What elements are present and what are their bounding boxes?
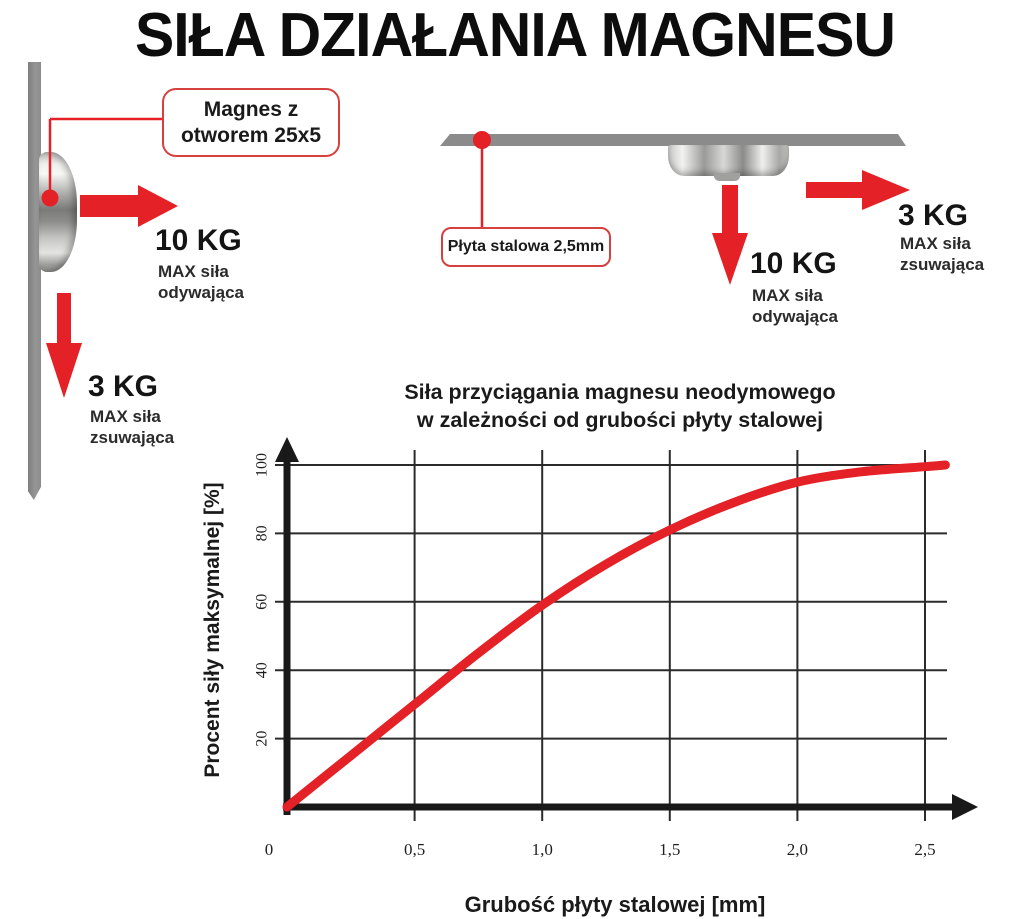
desc-line2: zsuwająca xyxy=(900,255,985,274)
magnet-nub xyxy=(714,173,740,181)
left-pull-force-desc: MAX siła odywająca xyxy=(158,261,244,303)
callout-connector-left xyxy=(41,117,175,207)
right-slide-force-desc: MAX siła zsuwająca xyxy=(900,233,984,275)
magnet-callout-box: Magnes z otworem 25x5 xyxy=(162,88,340,157)
desc-line2: odywająca xyxy=(752,307,838,326)
y-axis-arrowhead-icon xyxy=(275,437,299,462)
x-tick-label: 2,0 xyxy=(787,840,808,859)
pull-force-arrow-down-icon xyxy=(712,185,748,285)
x-axis-label: Grubość płyty stalowej [mm] xyxy=(464,892,766,917)
arrow-shape xyxy=(806,170,910,210)
left-pull-force-value: 10 KG xyxy=(155,224,242,257)
pot-magnet-hanging xyxy=(668,145,789,176)
desc-line2: zsuwająca xyxy=(90,428,175,447)
callout-text: Płyta stalowa 2,5mm xyxy=(447,238,605,255)
callout-text-line2: otworem 25x5 xyxy=(180,124,322,147)
callout-connector-right xyxy=(473,131,491,229)
y-tick-label: 20 xyxy=(254,731,271,747)
right-pull-force-value: 10 KG xyxy=(750,247,837,280)
chart-title-line2: w zależności od grubości płyty stalowej xyxy=(416,408,824,432)
right-slide-force-value: 3 KG xyxy=(898,199,969,232)
horizontal-steel-plate xyxy=(440,134,906,146)
x-tick-label: 0,5 xyxy=(404,840,425,859)
x-tick-label: 0 xyxy=(265,840,274,859)
force-vs-thickness-line-chart: 20 40 60 80 100 0 0,5 1,0 1,5 2,0 2,5 xyxy=(254,437,978,859)
force-curve xyxy=(282,460,950,812)
chart-title: Siła przyciągania magnesu neodymowego w … xyxy=(300,378,940,434)
arrow-shape xyxy=(80,185,178,227)
x-axis-arrowhead-icon xyxy=(952,794,978,820)
desc-line2: odywająca xyxy=(158,283,244,302)
desc-line1: MAX siła xyxy=(90,407,161,426)
right-pull-force-desc: MAX siła odywająca xyxy=(752,285,838,327)
left-slide-force-desc: MAX siła zsuwająca xyxy=(90,406,174,448)
y-tick-label: 40 xyxy=(254,662,271,678)
slide-force-arrow-down-icon xyxy=(46,293,82,398)
page-title: SIŁA DZIAŁANIA MAGNESU xyxy=(134,1,896,70)
y-tick-label: 80 xyxy=(254,525,271,541)
callout-text-line1: Magnes z xyxy=(203,98,299,121)
slide-force-arrow-right-icon xyxy=(806,170,910,210)
desc-line1: MAX siła xyxy=(752,286,823,305)
x-tick-label: 1,5 xyxy=(659,840,680,859)
desc-line1: MAX siła xyxy=(158,262,229,281)
arrow-shape xyxy=(712,185,748,285)
y-tick-label: 100 xyxy=(254,453,271,477)
left-slide-force-value: 3 KG xyxy=(88,370,159,403)
x-tick-label: 1,0 xyxy=(532,840,553,859)
connector-dot xyxy=(41,189,59,207)
arrow-shape xyxy=(46,293,82,398)
x-tick-label: 2,5 xyxy=(914,840,935,859)
pull-force-arrow-right-icon xyxy=(80,185,178,227)
desc-line1: MAX siła xyxy=(900,234,971,253)
pot-magnet-side-view xyxy=(39,152,77,272)
plate-callout-box: Płyta stalowa 2,5mm xyxy=(441,227,611,267)
chart-title-line1: Siła przyciągania magnesu neodymowego xyxy=(404,380,836,404)
y-tick-label: 60 xyxy=(254,594,271,610)
vertical-steel-plate xyxy=(28,62,41,500)
connector-dot xyxy=(473,131,491,149)
